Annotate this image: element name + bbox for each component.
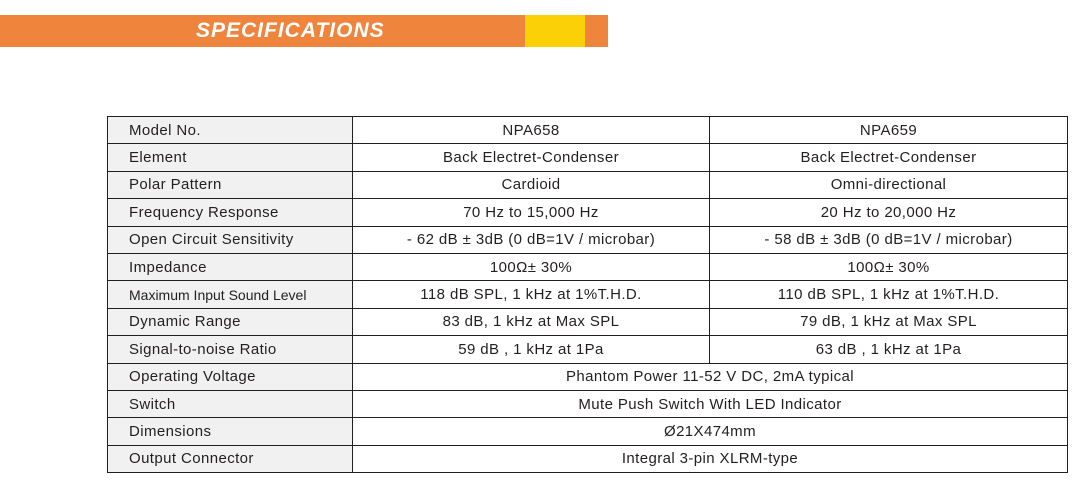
npa658-value: NPA658 <box>352 115 710 145</box>
table-row-element: Element Back Electret-Condenser Back Ele… <box>107 143 1068 172</box>
npa659-value: 110 dB SPL, 1 kHz at 1%T.H.D. <box>709 280 1068 309</box>
row-label: Dimensions <box>107 417 353 446</box>
row-label: Frequency Response <box>107 198 353 227</box>
npa658-value: 83 dB, 1 kHz at Max SPL <box>352 307 710 337</box>
table-row-output-connector: Output Connector Integral 3-pin XLRM-typ… <box>107 444 1068 474</box>
npa658-value: 118 dB SPL, 1 kHz at 1%T.H.D. <box>352 280 710 309</box>
row-label: Open Circuit Sensitivity <box>107 225 353 254</box>
npa659-value: NPA659 <box>709 115 1068 145</box>
table-row-operating-voltage: Operating Voltage Phantom Power 11-52 V … <box>107 362 1068 391</box>
table-row-max-input-sound-level: Maximum Input Sound Level 118 dB SPL, 1 … <box>107 280 1068 309</box>
shared-value: Phantom Power 11-52 V DC, 2mA typical <box>352 362 1068 391</box>
table-row-dimensions: Dimensions Ø21X474mm <box>107 417 1068 446</box>
npa658-value: Back Electret-Condenser <box>352 143 710 172</box>
table-row-switch: Switch Mute Push Switch With LED Indicat… <box>107 389 1068 419</box>
row-label: Operating Voltage <box>107 362 353 391</box>
npa659-value: Back Electret-Condenser <box>709 143 1068 172</box>
shared-value: Mute Push Switch With LED Indicator <box>352 389 1068 419</box>
row-label: Switch <box>107 389 353 419</box>
npa658-value: 59 dB , 1 kHz at 1Pa <box>352 335 710 364</box>
table-row-polar-pattern: Polar Pattern Cardioid Omni-directional <box>107 170 1068 200</box>
table-row-impedance: Impedance 100Ω± 30% 100Ω± 30% <box>107 252 1068 282</box>
row-label: Signal-to-noise Ratio <box>107 335 353 364</box>
npa658-value: Cardioid <box>352 170 710 200</box>
npa659-value: 100Ω± 30% <box>709 252 1068 282</box>
row-label: Output Connector <box>107 444 353 474</box>
row-label: Model No. <box>107 115 353 145</box>
npa659-value: - 58 dB ± 3dB (0 dB=1V / microbar) <box>709 225 1068 254</box>
npa659-value: 63 dB , 1 kHz at 1Pa <box>709 335 1068 364</box>
table-row-signal-to-noise-ratio: Signal-to-noise Ratio 59 dB , 1 kHz at 1… <box>107 335 1068 364</box>
npa658-value: 100Ω± 30% <box>352 252 710 282</box>
npa659-value: Omni-directional <box>709 170 1068 200</box>
banner-accent-block <box>525 15 585 47</box>
npa658-value: 70 Hz to 15,000 Hz <box>352 198 710 227</box>
npa658-value: - 62 dB ± 3dB (0 dB=1V / microbar) <box>352 225 710 254</box>
shared-value: Integral 3-pin XLRM-type <box>352 444 1068 474</box>
table-row-frequency-response: Frequency Response 70 Hz to 15,000 Hz 20… <box>107 198 1068 227</box>
specifications-banner: SPECIFICATIONS <box>0 15 608 47</box>
row-label: Maximum Input Sound Level <box>107 280 353 309</box>
row-label: Impedance <box>107 252 353 282</box>
table-row-model-no: Model No. NPA658 NPA659 <box>107 115 1068 145</box>
specifications-table: Model No. NPA658 NPA659 Element Back Ele… <box>107 115 1068 474</box>
row-label: Polar Pattern <box>107 170 353 200</box>
npa659-value: 20 Hz to 20,000 Hz <box>709 198 1068 227</box>
shared-value: Ø21X474mm <box>352 417 1068 446</box>
table-row-open-circuit-sensitivity: Open Circuit Sensitivity - 62 dB ± 3dB (… <box>107 225 1068 254</box>
npa659-value: 79 dB, 1 kHz at Max SPL <box>709 307 1068 337</box>
row-label: Dynamic Range <box>107 307 353 337</box>
table-row-dynamic-range: Dynamic Range 83 dB, 1 kHz at Max SPL 79… <box>107 307 1068 337</box>
banner-title: SPECIFICATIONS <box>196 19 385 42</box>
row-label: Element <box>107 143 353 172</box>
